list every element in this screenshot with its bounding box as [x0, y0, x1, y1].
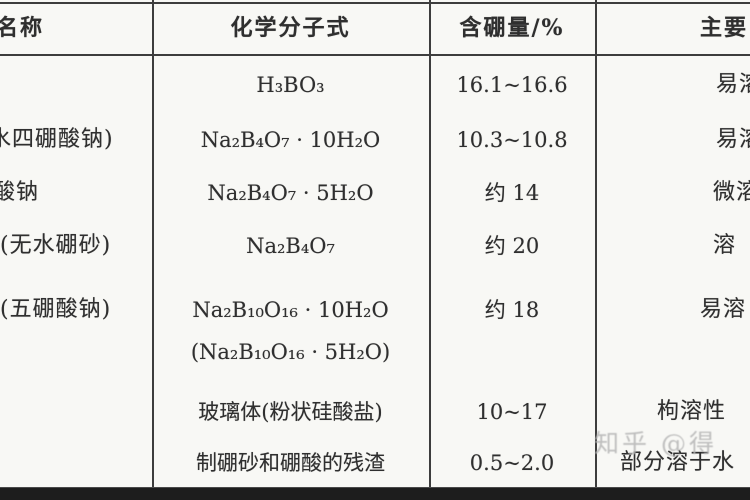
header-boron: 含硼量/%	[459, 15, 565, 41]
cell-solubility: 溶	[713, 233, 737, 258]
cell-solubility: 微溶	[713, 180, 750, 205]
cell-solubility: 易溶	[700, 297, 747, 322]
table-header-row: 名称 化学分子式 含硼量/% 主要	[0, 13, 750, 43]
table-header-divider	[0, 54, 750, 56]
cell-boron: 0.5~2.0	[469, 451, 555, 475]
table-row: (五硼酸钠) Na₂B₁₀O₁₆ · 10H₂O (Na₂B₁₀O₁₆ · 5H…	[0, 295, 750, 367]
cell-solubility: 易溶	[716, 72, 750, 97]
cell-formula-alt: (Na₂B₁₀O₁₆ · 5H₂O)	[190, 340, 391, 364]
table-top-border	[0, 2, 750, 4]
cell-formula: Na₂B₄O₇ · 5H₂O	[207, 181, 374, 205]
cell-formula: 玻璃体(粉状硅酸盐)	[198, 400, 383, 424]
cell-name: (无水硼砂)	[0, 233, 112, 258]
cell-solubility: 枸溶性	[657, 399, 727, 424]
cell-formula: H₃BO₃	[256, 73, 325, 97]
table-row: 玻璃体(粉状硅酸盐) 10~17 枸溶性	[0, 397, 750, 427]
column-divider-1	[152, 0, 154, 487]
cell-name	[0, 397, 150, 427]
cell-boron: 约 18	[484, 298, 540, 322]
header-main: 主要	[700, 15, 749, 41]
cell-boron: 10.3~10.8	[456, 128, 568, 152]
cell-formula: Na₂B₄O₇	[246, 234, 335, 258]
cell-formula: Na₂B₄O₇ · 10H₂O	[200, 128, 381, 152]
cell-formula: Na₂B₁₀O₁₆ · 10H₂O	[192, 298, 389, 322]
cell-name: (五硼酸钠)	[0, 297, 112, 322]
cell-name	[0, 448, 150, 478]
column-divider-3	[595, 0, 597, 487]
bottom-bar	[0, 487, 750, 500]
cell-name: 水四硼酸钠)	[0, 127, 114, 152]
column-divider-2	[429, 0, 431, 487]
cell-formula: 制硼砂和硼酸的残渣	[196, 451, 385, 475]
zhihu-watermark: 知乎 @得	[594, 429, 717, 458]
cell-name	[0, 70, 150, 100]
table-row: 酸钠 Na₂B₄O₇ · 5H₂O 约 14 微溶	[0, 178, 750, 208]
cell-boron: 约 14	[484, 181, 540, 205]
cell-solubility: 部分溶于水	[620, 450, 736, 475]
cell-name: 酸钠	[0, 180, 40, 205]
cell-boron: 约 20	[484, 234, 540, 258]
table-row: 制硼砂和硼酸的残渣 0.5~2.0 部分溶于水	[0, 448, 750, 478]
table-row: H₃BO₃ 16.1~16.6 易溶	[0, 70, 750, 100]
cell-boron: 16.1~16.6	[456, 73, 568, 97]
header-formula: 化学分子式	[230, 15, 351, 41]
cell-solubility: 易溶	[716, 127, 750, 152]
table-row: (无水硼砂) Na₂B₄O₇ 约 20 溶	[0, 231, 750, 261]
cell-boron: 10~17	[476, 400, 548, 424]
table-row: 水四硼酸钠) Na₂B₄O₇ · 10H₂O 10.3~10.8 易溶	[0, 125, 750, 155]
header-name: 名称	[0, 15, 45, 41]
